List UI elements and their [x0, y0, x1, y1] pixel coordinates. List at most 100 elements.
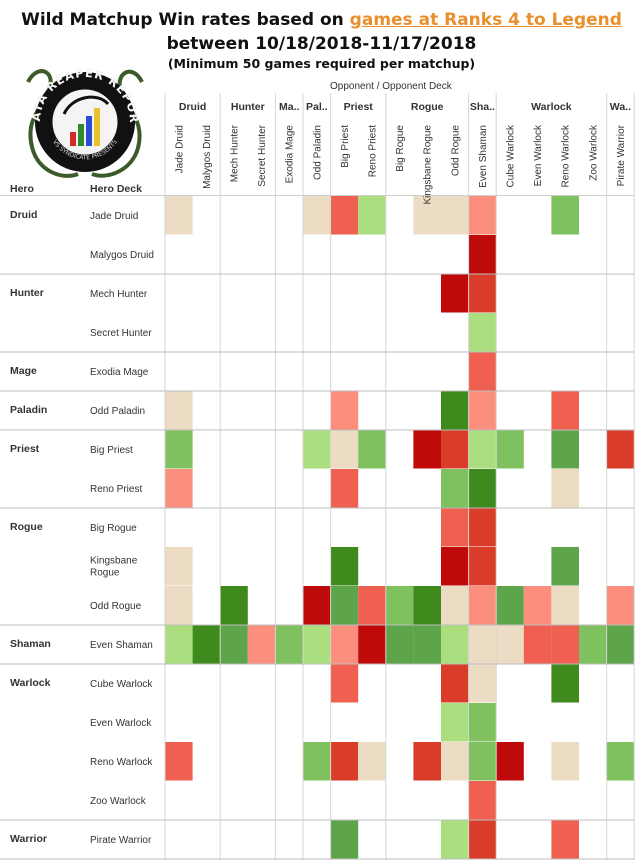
heatmap-cell — [468, 508, 497, 547]
opponent-class-label: Warlock — [531, 101, 572, 113]
heatmap-cell — [468, 274, 497, 313]
hero-class-label: Rogue — [10, 521, 43, 533]
heatmap-cell — [551, 196, 579, 235]
heatmap-cell — [523, 625, 552, 664]
opponent-class-label: Hunter — [231, 101, 265, 113]
opponent-class-label: Druid — [179, 101, 206, 113]
logo-bars — [70, 108, 100, 146]
hero-class-label: Druid — [10, 209, 37, 221]
opponent-deck-label: Reno Warlock — [561, 124, 572, 187]
opponent-class-label: Rogue — [411, 101, 444, 113]
title-prefix: Wild Matchup Win rates based on — [21, 10, 350, 30]
heatmap-cell — [468, 469, 497, 508]
heatmap-cell — [468, 742, 497, 781]
heatmap-cell — [441, 547, 469, 586]
heatmap-cell — [441, 391, 469, 430]
hero-deck-label: Zoo Warlock — [90, 796, 147, 807]
opponent-class-label: Pal.. — [306, 101, 328, 113]
opponent-deck-label: Even Warlock — [533, 124, 544, 186]
hero-deck-label: Reno Warlock — [90, 757, 153, 768]
opponent-deck-label: Pirate Warrior — [616, 124, 627, 186]
opponent-deck-label: Reno Priest — [368, 125, 379, 177]
heatmap-cell — [468, 430, 497, 469]
opponent-class-label: Wa.. — [610, 101, 631, 113]
opponent-deck-label: Malygos Druid — [202, 125, 213, 189]
hero-class-label: Mage — [10, 365, 37, 377]
hero-deck-label: Mech Hunter — [90, 289, 148, 300]
heatmap-cell — [413, 196, 441, 235]
hero-deck-label: Reno Priest — [90, 484, 142, 495]
opponent-deck-label: Zoo Warlock — [588, 124, 599, 181]
heatmap-cell — [358, 196, 386, 235]
heatmap-cell — [165, 430, 193, 469]
heatmap-cell — [496, 625, 524, 664]
heatmap-cell — [330, 820, 359, 859]
heatmap-cell — [303, 625, 331, 664]
heatmap-cell — [468, 391, 497, 430]
opponent-deck-label: Even Shaman — [478, 125, 489, 188]
hero-class-label: Priest — [10, 443, 40, 455]
heatmap-cell — [413, 586, 441, 625]
heatmap-cell — [330, 469, 359, 508]
heatmap-cell — [551, 469, 579, 508]
heatmap-cell — [330, 586, 359, 625]
heatmap-cell — [165, 469, 193, 508]
hero-deck-label: Malygos Druid — [90, 250, 154, 261]
hero-axis-label: Hero — [10, 183, 34, 195]
heatmap-cell — [468, 781, 497, 820]
heatmap-cell — [330, 625, 359, 664]
opponent-deck-label: Mech Hunter — [230, 124, 241, 182]
hero-deck-label: Big Priest — [90, 445, 133, 456]
heatmap-cell — [165, 742, 193, 781]
heatmap-cell — [413, 625, 441, 664]
heatmap-cell — [385, 625, 414, 664]
heatmap-cell — [165, 547, 193, 586]
heatmap-cell — [330, 196, 359, 235]
chart-title-dates: between 10/18/2018-11/17/2018 — [166, 34, 477, 54]
heatmap-cell — [358, 742, 386, 781]
heatmap-cell — [441, 586, 469, 625]
hero-deck-label: Pirate Warrior — [90, 835, 152, 846]
opponent-deck-label: Odd Rogue — [450, 125, 461, 177]
heatmap-cell — [330, 547, 359, 586]
heatmap-cell — [165, 586, 193, 625]
vine-decoration — [26, 69, 144, 178]
heatmap-cell — [413, 430, 441, 469]
heatmap-cell — [165, 625, 193, 664]
opponent-axis-label: Opponent / Opponent Deck — [330, 81, 452, 92]
heatmap-cell — [358, 625, 386, 664]
heatmap-cell — [551, 586, 579, 625]
heatmap-cell — [303, 196, 331, 235]
heatmap-cell — [165, 391, 193, 430]
heatmap-cell — [441, 469, 469, 508]
heatmap-cell — [441, 196, 469, 235]
heatmap-cell — [220, 586, 248, 625]
hero-class-label: Hunter — [10, 287, 44, 299]
opponent-deck-label: Odd Paladin — [312, 125, 323, 180]
heatmap-cell — [468, 196, 497, 235]
hero-deck-label: Odd Paladin — [90, 406, 145, 417]
hero-deck-label: Secret Hunter — [90, 328, 152, 339]
heatmap-cell — [303, 430, 331, 469]
opponent-deck-label: Kingsbane Rogue — [423, 125, 434, 205]
title-rank-link[interactable]: games at Ranks 4 to Legend — [349, 10, 622, 30]
opponent-deck-label: Secret Hunter — [257, 124, 268, 186]
heatmap-cell — [303, 586, 331, 625]
opponent-deck-label: Jade Druid — [174, 125, 185, 173]
heatmap-cell — [551, 547, 579, 586]
heatmap-cell — [523, 586, 552, 625]
heatmap-cell — [441, 274, 469, 313]
heatmap-cell — [441, 703, 469, 742]
heatmap-cell — [441, 625, 469, 664]
hero-deck-label: Even Warlock — [90, 718, 152, 729]
heatmap-cell — [606, 625, 635, 664]
chart-title: Wild Matchup Win rates based on games at… — [0, 10, 643, 30]
heatmap-cell — [551, 391, 579, 430]
heatmap-cell — [496, 586, 524, 625]
heatmap-cell — [441, 508, 469, 547]
heatmap-cell — [441, 820, 469, 859]
heatmap-cell — [358, 586, 386, 625]
hero-class-label: Warlock — [10, 677, 51, 689]
hero-class-label: Shaman — [10, 638, 51, 650]
